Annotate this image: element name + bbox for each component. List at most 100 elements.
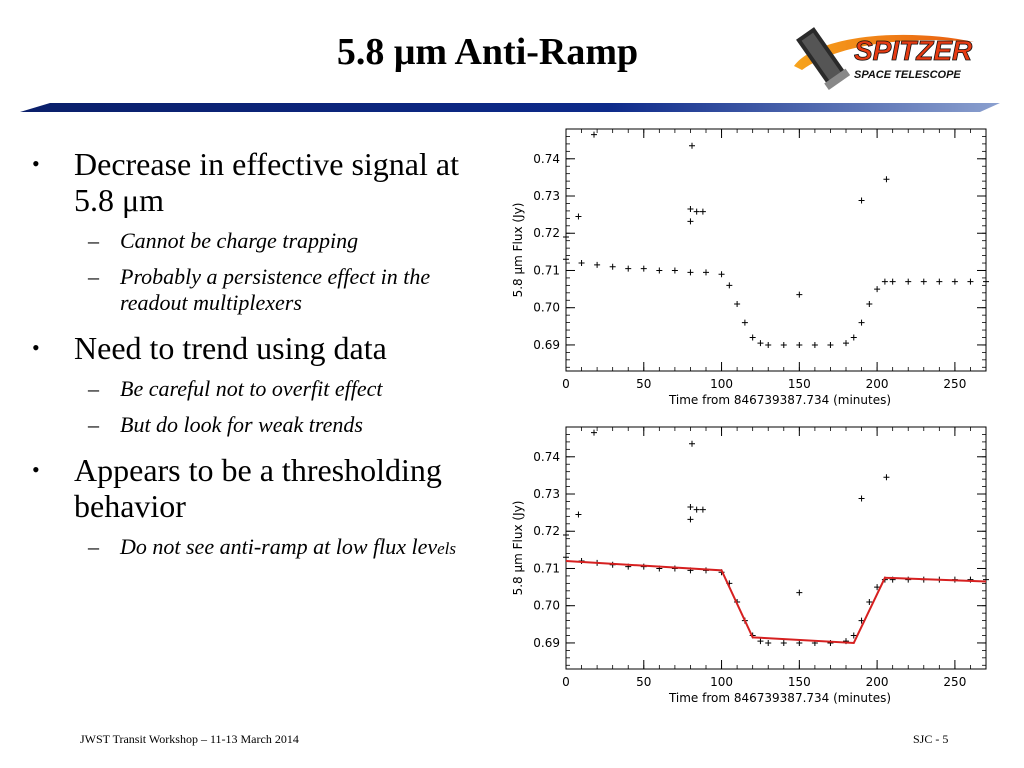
data-point	[578, 260, 585, 267]
x-tick-label: 50	[636, 377, 651, 391]
data-point	[726, 282, 733, 289]
x-axis-label: Time from 846739387.734 (minutes)	[668, 393, 891, 407]
data-point	[905, 278, 912, 285]
data-point	[689, 142, 695, 149]
footer-page-number: SJC - 5	[913, 732, 949, 746]
y-tick-label: 0.71	[533, 263, 560, 277]
data-point	[936, 278, 943, 285]
y-tick-label: 0.74	[533, 450, 560, 464]
sub-bullet-text: Do not see anti-ramp at low flux lev	[120, 534, 438, 559]
data-point	[689, 440, 695, 447]
data-point	[983, 576, 989, 583]
sub-bullet-item: – But do look for weak trends	[88, 412, 363, 437]
data-point	[796, 589, 803, 596]
data-point	[920, 278, 927, 285]
data-point	[575, 213, 582, 220]
data-point	[827, 341, 834, 348]
bullet-text: Decrease in effective signal at 5.8 μm	[74, 146, 459, 218]
data-point	[734, 300, 741, 307]
bullet-text: Need to trend using data	[74, 330, 387, 366]
data-point	[874, 584, 881, 591]
data-point	[699, 506, 706, 513]
y-axis-label: 5.8 μm Flux (Jy)	[511, 501, 525, 596]
x-tick-label: 150	[788, 675, 811, 689]
data-point	[796, 291, 803, 298]
data-point	[889, 278, 896, 285]
x-tick-label: 250	[943, 675, 966, 689]
y-tick-label: 0.72	[533, 524, 560, 538]
data-point	[687, 218, 694, 225]
data-point	[693, 506, 700, 513]
y-tick-label: 0.71	[533, 561, 560, 575]
sub-bullet-item: – Be careful not to overfit effect	[88, 376, 383, 401]
data-point	[780, 341, 787, 348]
data-point	[780, 639, 787, 646]
flux-plot-raw: 0 50 100 150 200 250 0.69 0.70 0.71 0.72 0.73 0.74 T…	[500, 125, 1000, 415]
data-point	[874, 286, 881, 293]
sub-bullet-item: – Probably a persistence effect in the re…	[88, 264, 431, 315]
bullet-item: • Appears to be a thresholding behavior	[32, 452, 442, 524]
data-point	[687, 269, 694, 276]
logo-wordmark: SPITZER	[854, 35, 973, 66]
data-point	[757, 340, 764, 347]
data-point	[765, 639, 772, 646]
y-tick-label: 0.70	[533, 301, 560, 315]
x-tick-label: 150	[788, 377, 811, 391]
data-point	[656, 267, 663, 274]
data-point	[881, 278, 888, 285]
bullet-list: • Decrease in effective signal at 5.8 μm …	[30, 140, 500, 562]
y-tick-label: 0.72	[533, 226, 560, 240]
sub-bullet-text: Cannot be charge trapping	[120, 228, 359, 253]
sub-bullet-text: But do look for weak trends	[120, 412, 363, 437]
data-point	[591, 429, 597, 436]
x-tick-label: 0	[562, 675, 570, 689]
data-point	[563, 554, 569, 561]
y-axis-label: 5.8 μm Flux (Jy)	[511, 203, 525, 298]
data-point	[640, 265, 647, 272]
data-point	[866, 300, 873, 307]
sub-bullet-text-tail: els	[437, 539, 457, 558]
bullet-item: • Decrease in effective signal at 5.8 μm	[32, 146, 459, 218]
flux-plot-fit: 0 50 100 150 200 250 0.69 0.70 0.71 0.72 0.73 0.74 T…	[500, 423, 1000, 713]
data-point	[687, 504, 694, 511]
data-point	[796, 341, 803, 348]
x-tick-label: 200	[866, 377, 889, 391]
data-point	[765, 341, 772, 348]
x-tick-label: 0	[562, 377, 570, 391]
data-point	[749, 334, 756, 341]
data-point	[811, 341, 818, 348]
data-point	[563, 531, 569, 538]
bullet-item: • Need to trend using data	[32, 330, 387, 366]
data-point	[575, 511, 582, 518]
y-tick-label: 0.70	[533, 599, 560, 613]
data-point	[858, 495, 865, 502]
x-tick-label: 200	[866, 675, 889, 689]
x-tick-label: 100	[710, 675, 733, 689]
sub-bullet-text: Probably a persistence effect in the rea…	[120, 264, 431, 315]
data-point	[951, 278, 958, 285]
data-point	[967, 278, 974, 285]
data-point	[609, 263, 616, 270]
y-tick-label: 0.73	[533, 189, 560, 203]
data-point	[883, 176, 890, 183]
footer-left: JWST Transit Workshop – 11-13 March 2014	[80, 732, 299, 746]
data-point	[563, 256, 569, 263]
data-point	[796, 639, 803, 646]
data-point	[757, 638, 764, 645]
y-tick-label: 0.69	[533, 636, 560, 650]
data-point	[850, 632, 857, 639]
data-point	[591, 131, 597, 138]
data-point	[883, 474, 890, 481]
fit-line	[565, 560, 987, 644]
sub-bullet-text: Be careful not to overfit effect	[120, 376, 383, 401]
spitzer-logo: SPITZER SPACE TELESCOPE	[788, 14, 984, 92]
y-tick-label: 0.73	[533, 487, 560, 501]
data-point	[718, 271, 725, 278]
data-point	[850, 334, 857, 341]
data-point	[687, 516, 694, 523]
data-point	[563, 233, 569, 240]
header-rule	[20, 100, 1000, 116]
x-tick-label: 250	[943, 377, 966, 391]
x-axis-label: Time from 846739387.734 (minutes)	[668, 691, 891, 705]
x-tick-label: 100	[710, 377, 733, 391]
